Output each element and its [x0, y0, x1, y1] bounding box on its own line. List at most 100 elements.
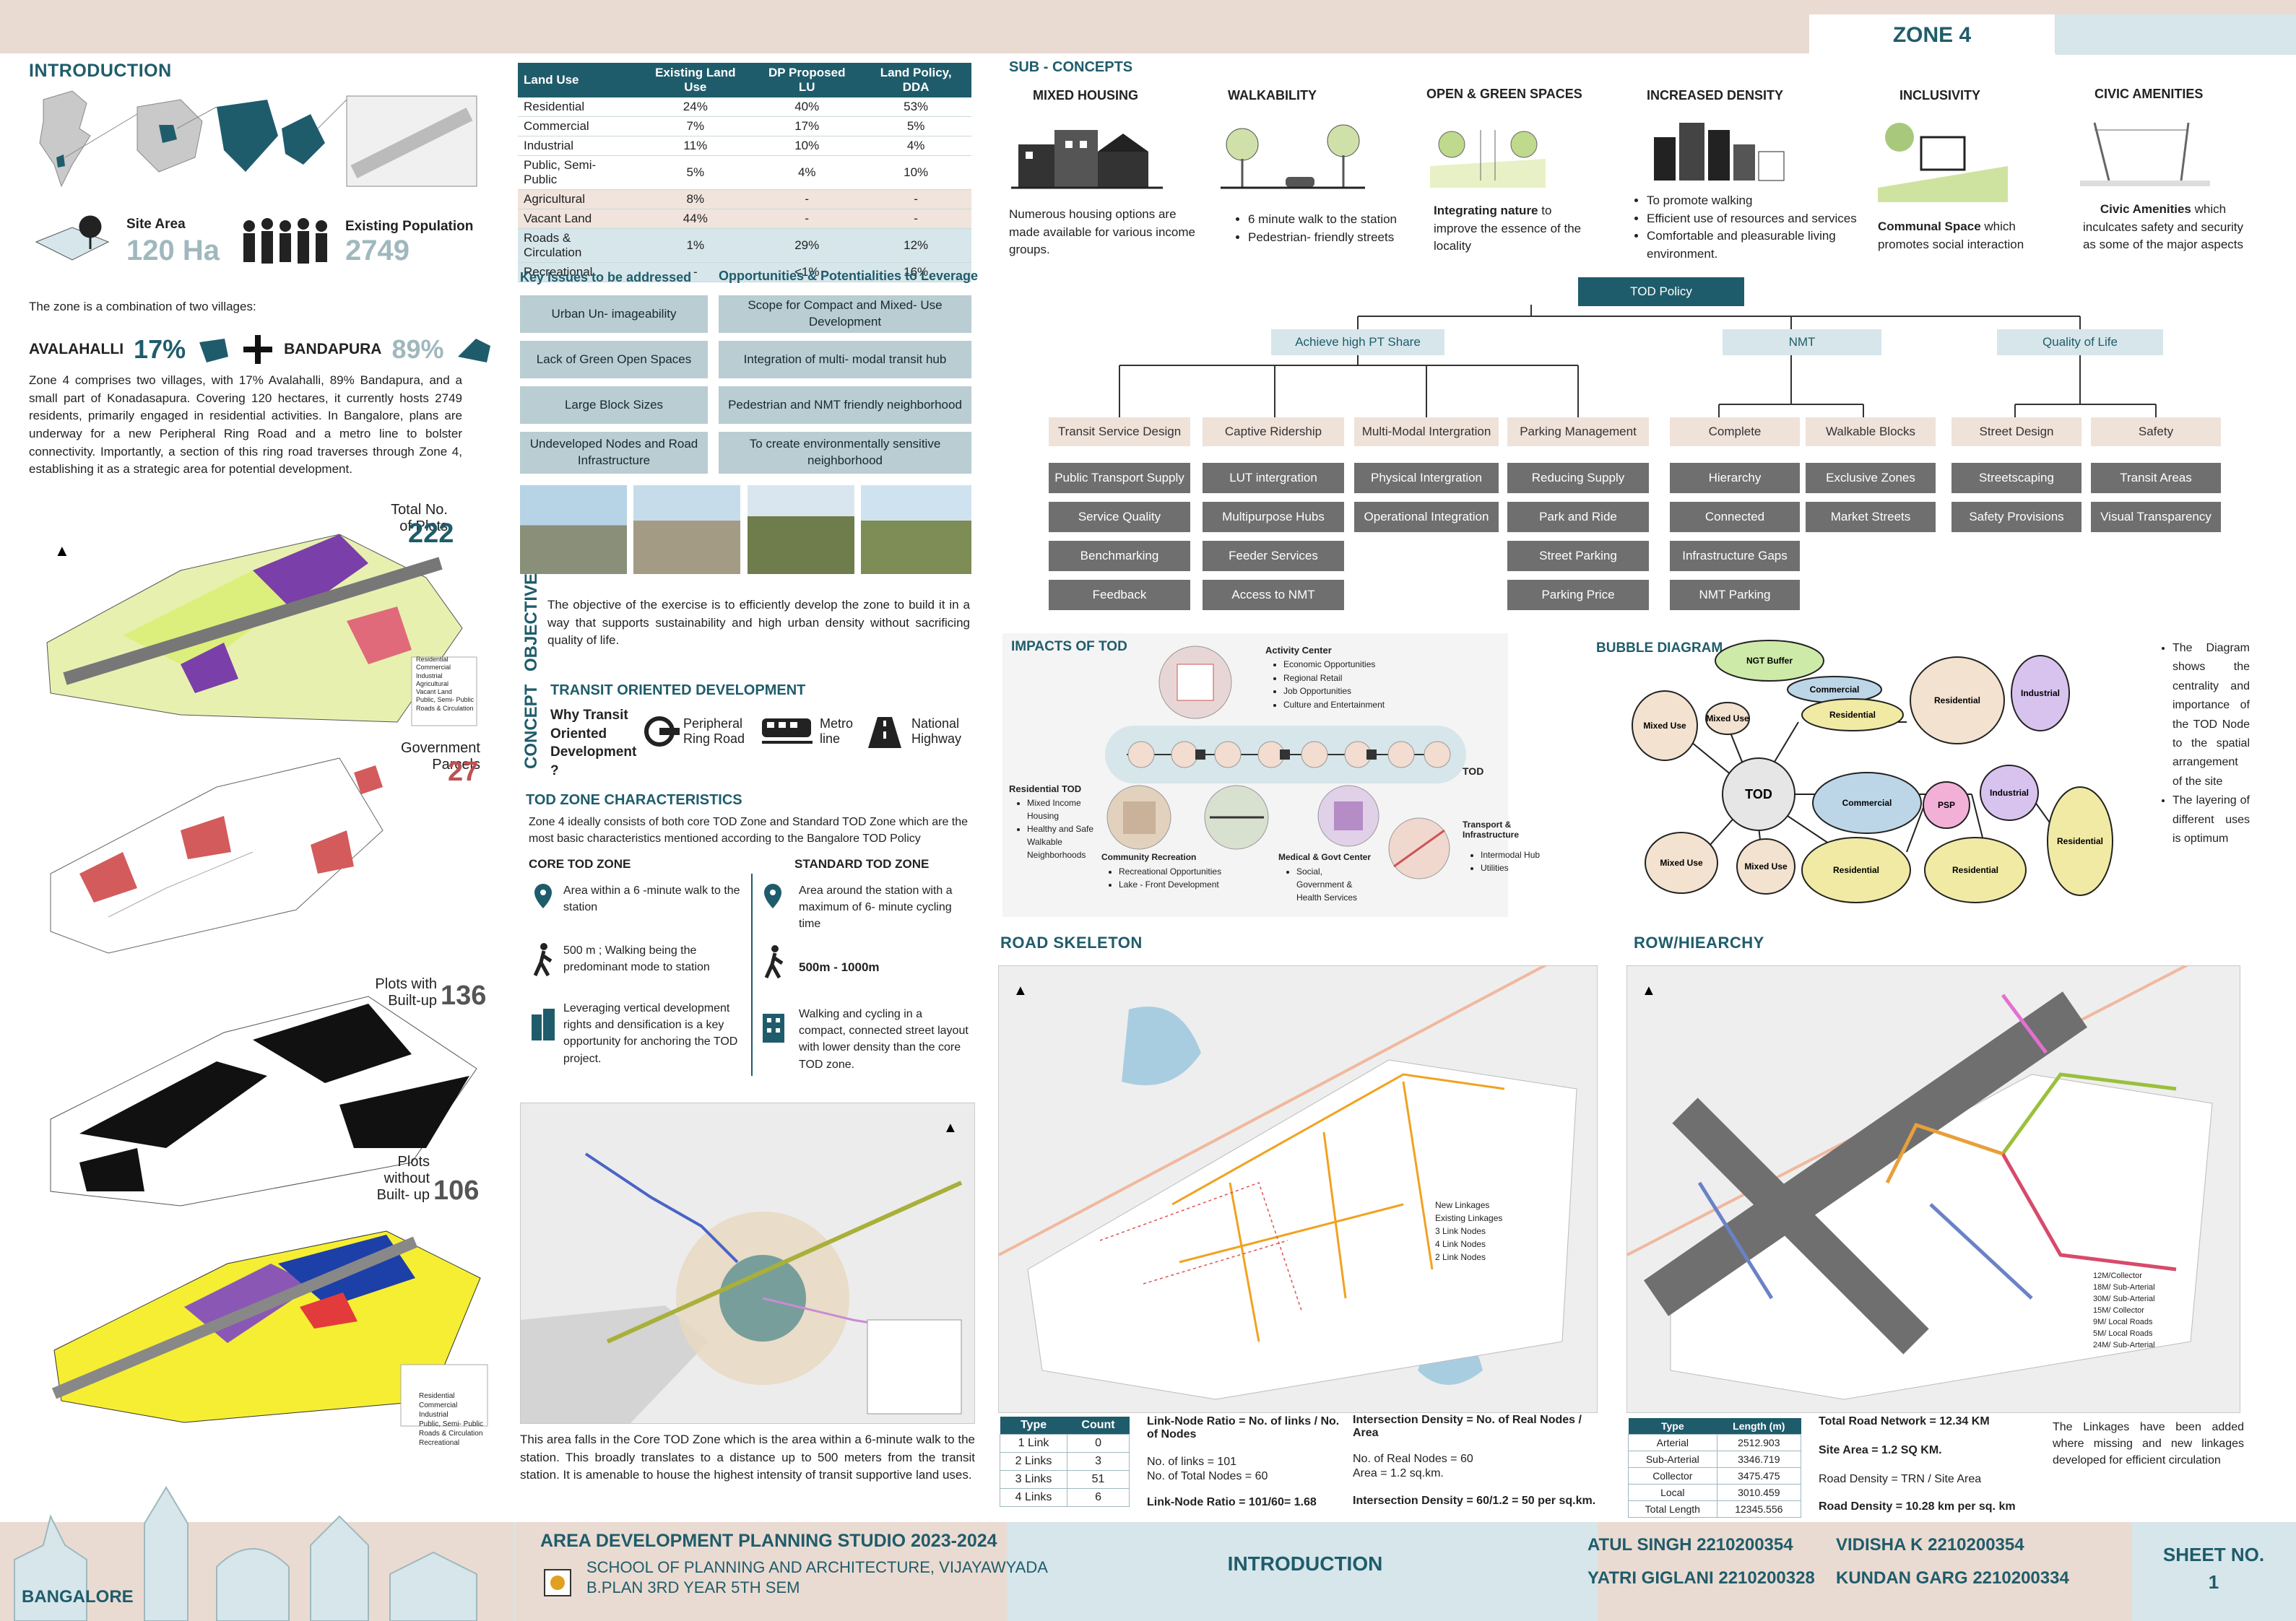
footer-city: BANGALORE	[22, 1587, 134, 1607]
intersection-density: Intersection Density = 60/1.2 = 50 per s…	[1353, 1495, 1596, 1507]
tod-char-title: TOD ZONE CHARACTERISTICS	[526, 792, 742, 808]
table-row: Public, Semi- Public 5% 4% 10%	[518, 155, 971, 190]
subconcept-text: to improve the essence of the locality	[1434, 204, 1582, 253]
bubble-label: Industrial	[1990, 788, 2029, 798]
objective-text: The objective of the exercise is to effi…	[547, 598, 970, 648]
table-header: Land Policy, DDA	[860, 63, 971, 97]
bubble-label: Mixed Use	[1643, 721, 1686, 731]
govt-label: Government Parcels	[400, 740, 480, 773]
zone-tab	[1809, 14, 2055, 55]
village-row: AVALAHALLI 17% BANDAPURA 89%	[29, 334, 494, 365]
nodes-count: No. of Total Nodes = 60	[1147, 1470, 1268, 1482]
svg-text:▲: ▲	[943, 1120, 958, 1136]
subconcept-title: INCLUSIVITY	[1899, 88, 1981, 103]
subconcept-title: MIXED HOUSING	[1033, 88, 1139, 103]
links-count: No. of links = 101	[1147, 1456, 1237, 1468]
legend-item: 24M/ Sub-Arterial	[2093, 1340, 2155, 1350]
policy-leaf: Exclusive Zones	[1806, 463, 1936, 493]
road-skeleton-title: ROAD SKELETON	[1000, 934, 1143, 952]
student-1: ATUL SINGH 2210200354	[1587, 1535, 1793, 1555]
legend-item: New Linkages	[1435, 1200, 1490, 1210]
without-label: Plots without Built- up	[376, 1154, 430, 1203]
medical-title: Medical & Govt Center	[1278, 852, 1372, 862]
list-item: Pedestrian- friendly streets	[1248, 229, 1408, 247]
proposed-legend: Residential Commercial Industrial Public…	[419, 1391, 483, 1448]
bubble-label: Mixed Use	[1744, 861, 1788, 872]
row-note: The Linkages have been added where missi…	[2053, 1421, 2244, 1467]
legend-item: Roads & Circulation	[416, 704, 474, 712]
village2-name: BANDAPURA	[284, 341, 382, 357]
bubble-label: NGT Buffer	[1746, 656, 1793, 666]
density-def: Intersection Density = No. of Real Nodes…	[1353, 1414, 1582, 1439]
policy-leaf: Access to NMT	[1203, 580, 1344, 610]
student-2: YATRI GIGLANI 2210200328	[1587, 1568, 1815, 1588]
intro-title: INTRODUCTION	[29, 61, 172, 81]
list-item: Healthy and Safe Walkable Neighborhoods	[1027, 822, 1105, 861]
policy-leaf: Transit Areas	[2091, 463, 2221, 493]
india-location-map	[39, 90, 477, 188]
opp-item: Integration of multi- modal transit hub	[719, 341, 971, 378]
issue-item: Large Block Sizes	[520, 386, 708, 424]
subconcept-bold: Communal Space	[1878, 220, 1981, 233]
table-row: Roads & Circulation 1% 29% 12%	[518, 228, 971, 263]
policy-level2: Multi-Modal Intergration	[1354, 417, 1499, 446]
list-item: Regional Retail	[1283, 672, 1385, 685]
subconcept-bold: Integrating nature	[1434, 204, 1538, 217]
bubble-title: BUBBLE DIAGRAM	[1596, 640, 1723, 656]
concept-title: TRANSIT ORIENTED DEVELOPMENT	[550, 682, 806, 698]
road-skeleton-legend: New Linkages Existing Linkages 3 Link No…	[1435, 1199, 1502, 1264]
legend-item: 12M/Collector	[2093, 1272, 2142, 1280]
list-item: Comfortable and pleasurable living envir…	[1647, 227, 1858, 263]
population-icon	[243, 218, 327, 264]
legend-item: Commercial	[419, 1401, 458, 1409]
tod-char-intro: Zone 4 ideally consists of both core TOD…	[529, 816, 969, 846]
road-density: Road Density = 10.28 km per sq. km	[1819, 1500, 2016, 1513]
village1-shape-icon	[199, 339, 229, 362]
legend-item: 2 Link Nodes	[1435, 1252, 1486, 1262]
list-item: Intermodal Hub	[1481, 848, 1540, 861]
policy-leaf: Connected	[1670, 502, 1800, 532]
land-use-legend: Residential Commercial Industrial Agricu…	[416, 656, 474, 713]
student-4: KUNDAN GARG 2210200334	[1836, 1568, 2069, 1588]
sheet-number: 1	[2208, 1571, 2219, 1593]
std-item-2: 500m - 1000m	[799, 960, 880, 974]
table-row: Collector 3475.475	[1628, 1467, 1802, 1485]
policy-leaf: NMT Parking	[1670, 580, 1800, 610]
zone-title: ZONE 4	[1892, 23, 1972, 47]
bubble-label: TOD	[1745, 787, 1772, 801]
legend-item: Existing Linkages	[1435, 1213, 1503, 1223]
bubble-label: Residential	[1829, 710, 1876, 720]
policy-leaf: LUT intergration	[1203, 463, 1344, 493]
residential-title: Residential TOD	[1009, 783, 1082, 794]
list-item: 6 minute walk to the station	[1248, 211, 1408, 229]
site-photo	[748, 485, 854, 574]
table-header: Land Use	[518, 63, 638, 97]
mixed-housing-sketch	[1011, 130, 1163, 189]
legend-item: 3 Link Nodes	[1435, 1226, 1486, 1236]
issues-title: Key Issues to be addressed	[520, 270, 692, 284]
policy-level2: Complete	[1670, 417, 1800, 446]
policy-leaf: Street Parking	[1507, 541, 1649, 571]
subconcept-bullets-walk: 6 minute walk to the station Pedestrian-…	[1235, 211, 1408, 246]
core-tod-map: ▲	[520, 1103, 975, 1424]
policy-root: TOD Policy	[1578, 277, 1744, 306]
builtup-value: 136	[441, 981, 487, 1011]
policy-leaf: Feeder Services	[1203, 541, 1344, 571]
community-title: Community Recreation	[1101, 852, 1197, 862]
opp-item: Pedestrian and NMT friendly neighborhood	[719, 386, 971, 424]
increased-density-sketch	[1654, 123, 1785, 181]
walkability-sketch	[1221, 124, 1365, 189]
legend-item: Agricultural	[416, 679, 449, 687]
policy-level1: Achieve high PT Share	[1271, 329, 1444, 355]
legend-item: Commercial	[416, 664, 451, 672]
issue-item: Urban Un- imageability	[520, 295, 708, 333]
bubble-notes: The Diagram shows the centrality and imp…	[2159, 639, 2250, 848]
sheet-label: SHEET NO.	[2162, 1544, 2265, 1565]
subconcept-bullets-density: To promote walking Efficient use of reso…	[1634, 192, 1858, 264]
bubble-label: Residential	[2057, 836, 2103, 846]
footer-school: SCHOOL OF PLANNING AND ARCHITECTURE, VIJ…	[586, 1558, 1048, 1576]
subconcepts-title: SUB - CONCEPTS	[1009, 59, 1133, 75]
table-row: 1 Link 0	[999, 1434, 1130, 1453]
table-row: Vacant Land 44% - -	[518, 209, 971, 229]
bubble-diagram: NGT Buffer Commercial Residential Reside…	[1632, 640, 2113, 903]
